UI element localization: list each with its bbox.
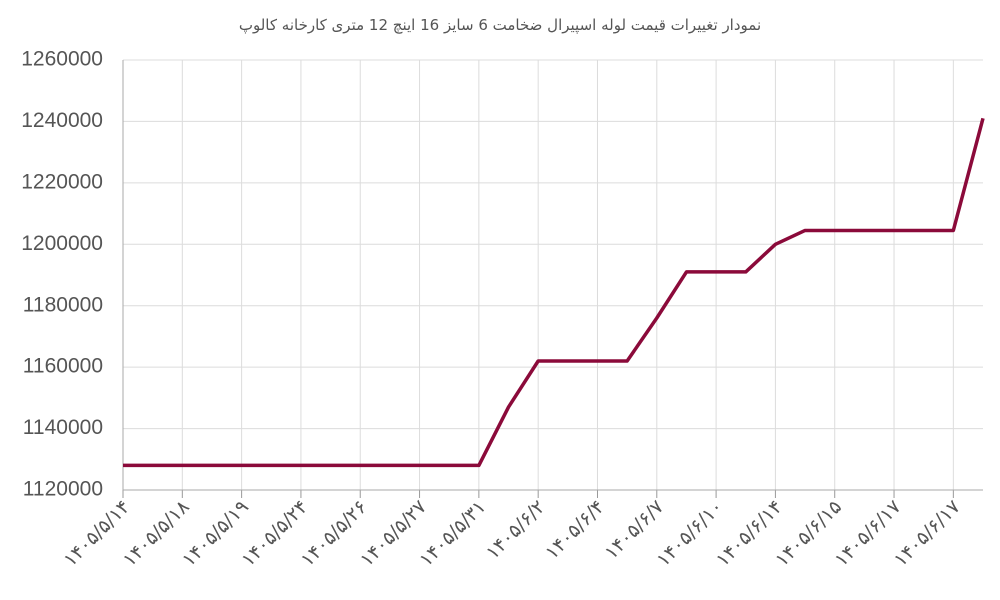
x-tick-label: ۱۴۰۵/۶/۴ [541, 496, 609, 564]
y-tick-label: 1260000 [21, 48, 103, 71]
y-tick-label: 1140000 [23, 416, 103, 439]
y-tick-label: 1220000 [21, 170, 103, 193]
y-tick-label: 1120000 [23, 478, 103, 501]
y-tick-label: 1180000 [23, 293, 103, 316]
chart-title: نمودار تغییرات قیمت لوله اسپیرال ضخامت 6… [239, 16, 761, 35]
y-tick-label: 1160000 [23, 355, 103, 378]
x-tick-label: ۱۴۰۵/۶/۲ [482, 496, 550, 564]
data-line [123, 117, 985, 468]
y-tick-label: 1200000 [21, 232, 103, 255]
y-tick-label: 1240000 [21, 109, 103, 132]
